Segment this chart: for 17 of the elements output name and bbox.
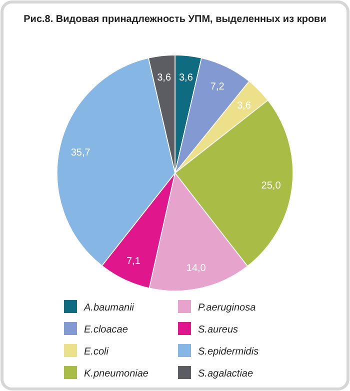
data-label: 14,0 (186, 262, 206, 274)
legend-label: S.epidermidis (198, 346, 259, 358)
legend-label: S.agalactiae (198, 368, 254, 380)
data-label: 35,7 (70, 147, 91, 158)
data-label: 3,6 (178, 72, 194, 84)
chart-title: Рис.8. Видовая принадлежность УПМ, выделенных из крови (24, 14, 326, 25)
legend-label: E.cloacae (84, 324, 128, 336)
legend-label: K.pneumoniae (84, 368, 149, 380)
legend-label: E.coli (84, 346, 110, 358)
data-label: 25,0 (261, 180, 282, 192)
legend-label: A.baumanii (83, 302, 135, 314)
legend-label: P.aeruginosa (198, 302, 256, 314)
data-label: 3,6 (157, 72, 172, 84)
legend-label: S.aureus (198, 324, 238, 336)
data-label: 7,2 (210, 82, 225, 93)
data-label: 3,6 (237, 100, 252, 112)
data-label: 7,1 (126, 256, 141, 267)
